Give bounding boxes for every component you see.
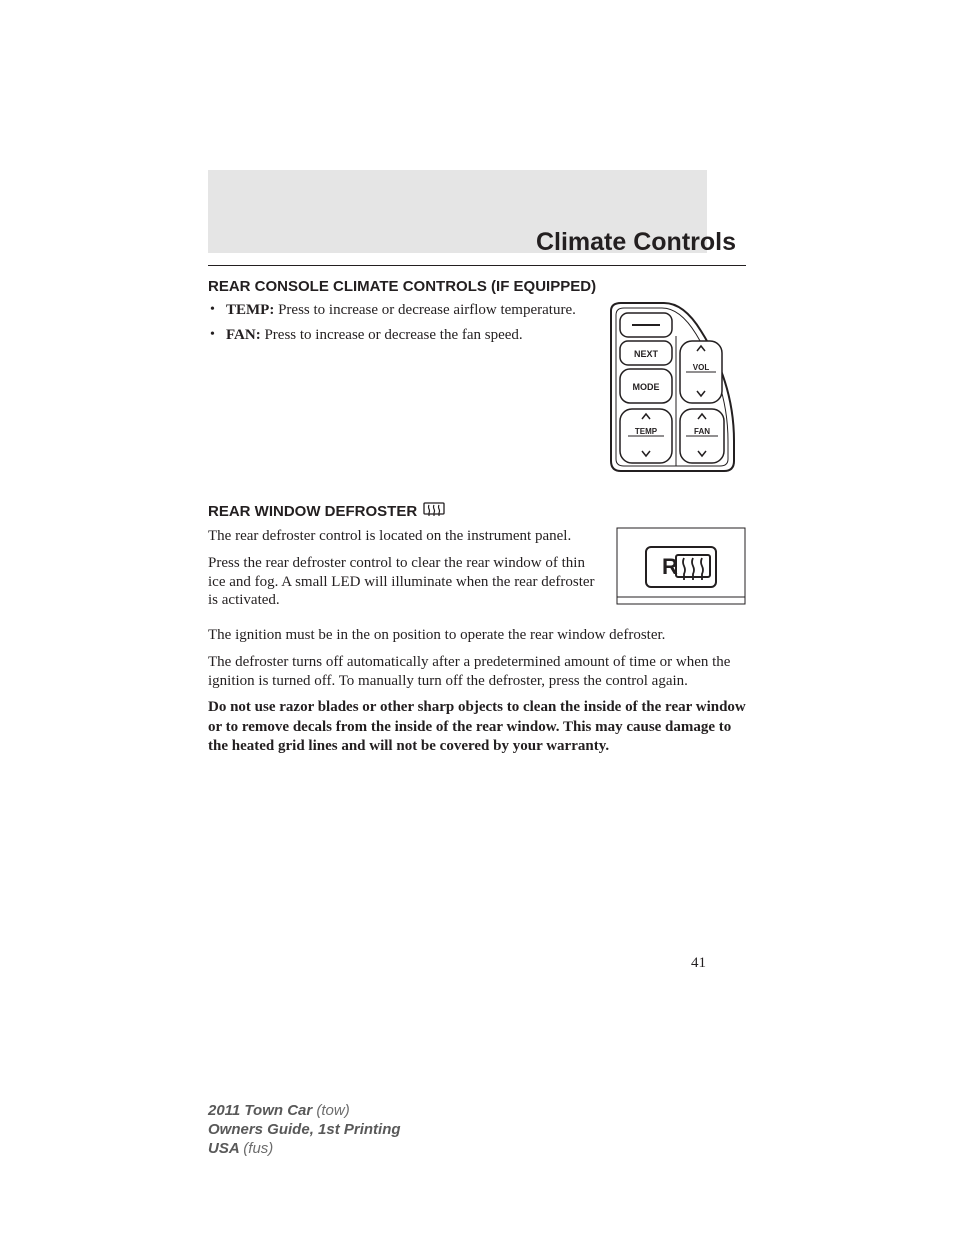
defroster-icon <box>423 501 445 521</box>
section1-row: TEMP: Press to increase or decrease airf… <box>208 301 746 481</box>
footer-l3-rest: (fus) <box>243 1140 273 1157</box>
btn-temp-label: TEMP <box>635 427 658 436</box>
btn-next-label: NEXT <box>634 349 659 359</box>
page-number: 41 <box>691 955 706 972</box>
bullet-fan-label: FAN: <box>226 327 261 343</box>
rear-console-diagram: NEXT MODE TEMP VOL FAN <box>606 301 746 481</box>
section1-text: TEMP: Press to increase or decrease airf… <box>208 301 586 481</box>
bullet-temp-text: Press to increase or decrease airflow te… <box>274 302 576 318</box>
bullet-fan: FAN: Press to increase or decrease the f… <box>226 326 586 345</box>
section1-bullets: TEMP: Press to increase or decrease airf… <box>208 301 586 345</box>
btn-mode-label: MODE <box>633 382 660 392</box>
section2-text-wrap: The rear defroster control is located on… <box>208 527 596 618</box>
section-heading-rear-console: REAR CONSOLE CLIMATE CONTROLS (IF EQUIPP… <box>208 278 746 295</box>
btn-fan-label: FAN <box>694 427 710 436</box>
bullet-temp-label: TEMP: <box>226 302 274 318</box>
section2-para2: Press the rear defroster control to clea… <box>208 554 596 610</box>
section2-para1: The rear defroster control is located on… <box>208 527 596 546</box>
page-title: Climate Controls <box>208 170 746 266</box>
footer-l1-bold: 2011 Town Car <box>208 1102 316 1119</box>
btn-vol-label: VOL <box>693 363 710 372</box>
section2-para4: The defroster turns off automatically af… <box>208 653 746 691</box>
footer-line1: 2011 Town Car (tow) <box>208 1102 401 1121</box>
footer-line3: USA (fus) <box>208 1140 401 1159</box>
footer-l1-rest: (tow) <box>316 1102 349 1119</box>
bullet-temp: TEMP: Press to increase or decrease airf… <box>226 301 586 320</box>
section2-row: The rear defroster control is located on… <box>208 527 746 618</box>
section2-para3: The ignition must be in the on position … <box>208 626 746 645</box>
bullet-fan-text: Press to increase or decrease the fan sp… <box>261 327 523 343</box>
defroster-button-diagram: R <box>616 527 746 618</box>
section2-warning: Do not use razor blades or other sharp o… <box>208 698 746 757</box>
footer-l3-bold: USA <box>208 1140 243 1157</box>
page-content: Climate Controls REAR CONSOLE CLIMATE CO… <box>0 0 954 757</box>
section2-heading-text: REAR WINDOW DEFROSTER <box>208 503 417 520</box>
footer: 2011 Town Car (tow) Owners Guide, 1st Pr… <box>208 1102 401 1158</box>
section-heading-rear-defroster: REAR WINDOW DEFROSTER <box>208 501 746 521</box>
footer-line2: Owners Guide, 1st Printing <box>208 1121 401 1140</box>
